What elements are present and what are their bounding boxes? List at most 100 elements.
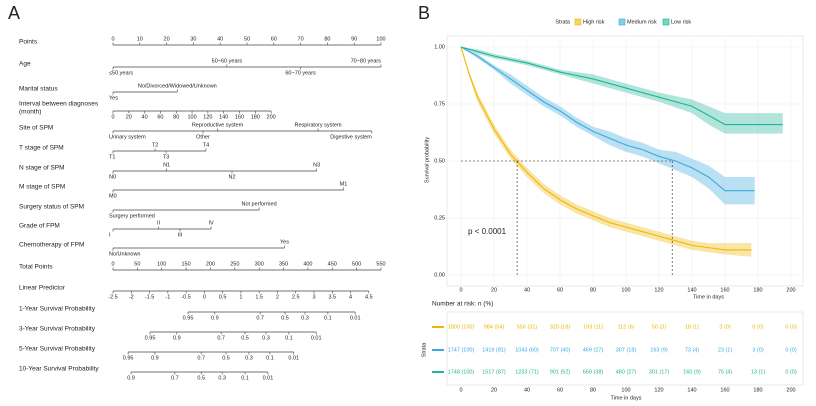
- tick-label: 0.5: [281, 315, 289, 321]
- table-cell: 73 (4): [685, 347, 700, 353]
- tick-label: 20: [126, 114, 132, 120]
- row-label: T stage of SPM: [19, 144, 64, 152]
- tick-label: 0.9: [151, 355, 159, 361]
- tick-label: 0.7: [197, 355, 205, 361]
- tick-label: 0.01: [311, 335, 322, 341]
- row-label: 10-Year Survival Probability: [19, 365, 99, 373]
- tick-label: 120: [203, 114, 212, 120]
- tick-label: 200: [206, 261, 215, 267]
- category-label: No/Divorced/Widowed/Unknown: [138, 83, 217, 89]
- annotation: p < 0.0001: [468, 227, 507, 236]
- table-x-tick-label: 160: [720, 387, 729, 393]
- tick-label: 0.5: [219, 294, 227, 300]
- tick-label: 160: [235, 114, 244, 120]
- tick-label: 0.5: [197, 375, 205, 381]
- tick-label: 0.1: [241, 375, 249, 381]
- tick-label: 4.5: [365, 294, 373, 300]
- tick-label: 0.9: [127, 375, 135, 381]
- tick-label: 0.3: [301, 315, 309, 321]
- survival-line: [460, 46, 783, 126]
- tick-label: -1.5: [145, 294, 154, 300]
- table-cell: 1043 (60): [515, 347, 539, 353]
- category-label: N3: [313, 162, 320, 168]
- legend-swatch: [662, 18, 670, 26]
- row-label: Points: [19, 38, 38, 46]
- category-label: N1: [163, 162, 170, 168]
- category-label: 60~70 years: [285, 70, 316, 76]
- row-label: 5-Year Survival Probability: [19, 345, 95, 353]
- category-label: ≤50 years: [109, 70, 133, 76]
- category-label: No/Unknown: [109, 251, 141, 257]
- table-cell: 320 (18): [550, 324, 571, 330]
- tick-label: 0.95: [183, 315, 194, 321]
- table-y-label: Strata: [421, 342, 427, 358]
- tick-label: 100: [187, 114, 196, 120]
- row-label: 1-Year Survival Probability: [19, 305, 95, 313]
- x-tick-label: 120: [654, 287, 663, 293]
- tick-label: 1.5: [255, 294, 263, 300]
- row-label: Interval between diagnoses (month): [19, 100, 99, 116]
- table-cell: 307 (18): [616, 347, 637, 353]
- tick-label: 0: [111, 36, 114, 42]
- legend-swatch: [618, 18, 626, 26]
- row-label: M stage of SPM: [19, 183, 66, 191]
- row-label: Chemotherapy of FPM: [19, 241, 85, 249]
- x-tick-label: 180: [753, 287, 762, 293]
- table-x-tick-label: 200: [786, 387, 795, 393]
- tick-label: 0.01: [263, 375, 274, 381]
- tick-label: 550: [376, 261, 385, 267]
- tick-label: 0.01: [350, 315, 361, 321]
- category-label: Respiratory system: [294, 122, 341, 128]
- table-cell: 0 (0): [785, 347, 796, 353]
- row-label: Surgery status of SPM: [19, 203, 85, 211]
- tick-label: 20: [164, 36, 170, 42]
- category-label: Yes: [280, 239, 289, 245]
- confidence-band: [461, 47, 755, 205]
- table-cell: 1517 (87): [482, 369, 506, 375]
- table-x-tick-label: 20: [491, 387, 497, 393]
- category-label: IV: [208, 220, 214, 226]
- category-label: Other: [196, 134, 210, 140]
- y-tick-label: 0.50: [434, 158, 445, 164]
- tick-label: 100: [376, 36, 385, 42]
- legend-label: Low risk: [671, 19, 691, 25]
- tick-label: 1: [239, 294, 242, 300]
- table-cell: 669 (38): [583, 369, 604, 375]
- category-label: Digestive system: [330, 134, 372, 140]
- tick-label: 2: [276, 294, 279, 300]
- tick-label: -0.5: [181, 294, 190, 300]
- category-label: M1: [340, 181, 348, 187]
- table-cell: 23 (1): [718, 347, 733, 353]
- table-cell: 469 (27): [583, 347, 604, 353]
- table-x-tick-label: 100: [621, 387, 630, 393]
- category-label: N2: [228, 174, 235, 180]
- table-cell: 18 (1): [685, 324, 700, 330]
- tick-label: 10: [137, 36, 143, 42]
- category-label: II: [157, 220, 161, 226]
- panel-label: A: [8, 3, 20, 23]
- legend-label: High risk: [583, 19, 605, 25]
- table-cell: 0 (0): [785, 369, 796, 375]
- category-label: Surgery performed: [109, 213, 155, 219]
- table-cell: 480 (27): [616, 369, 637, 375]
- tick-label: 200: [267, 114, 276, 120]
- row-label: Site of SPM: [19, 124, 54, 132]
- tick-label: 60: [271, 36, 277, 42]
- y-tick-label: 0.25: [434, 215, 445, 221]
- tick-label: 150: [181, 261, 190, 267]
- x-tick-label: 140: [687, 287, 696, 293]
- y-tick-label: 1.00: [434, 44, 445, 50]
- tick-label: 50: [134, 261, 140, 267]
- tick-label: 0.1: [266, 355, 274, 361]
- tick-label: 40: [142, 114, 148, 120]
- table-cell: 3 (0): [719, 324, 730, 330]
- table-cell: 163 (9): [650, 347, 668, 353]
- tick-label: 0: [111, 261, 114, 267]
- tick-label: 0.7: [171, 375, 179, 381]
- category-label: I: [109, 232, 111, 238]
- y-tick-label: 0.00: [434, 272, 445, 278]
- tick-label: 3.5: [328, 294, 336, 300]
- survival-line: [460, 46, 752, 251]
- category-label: T2: [152, 142, 158, 148]
- tick-label: 0.9: [211, 315, 219, 321]
